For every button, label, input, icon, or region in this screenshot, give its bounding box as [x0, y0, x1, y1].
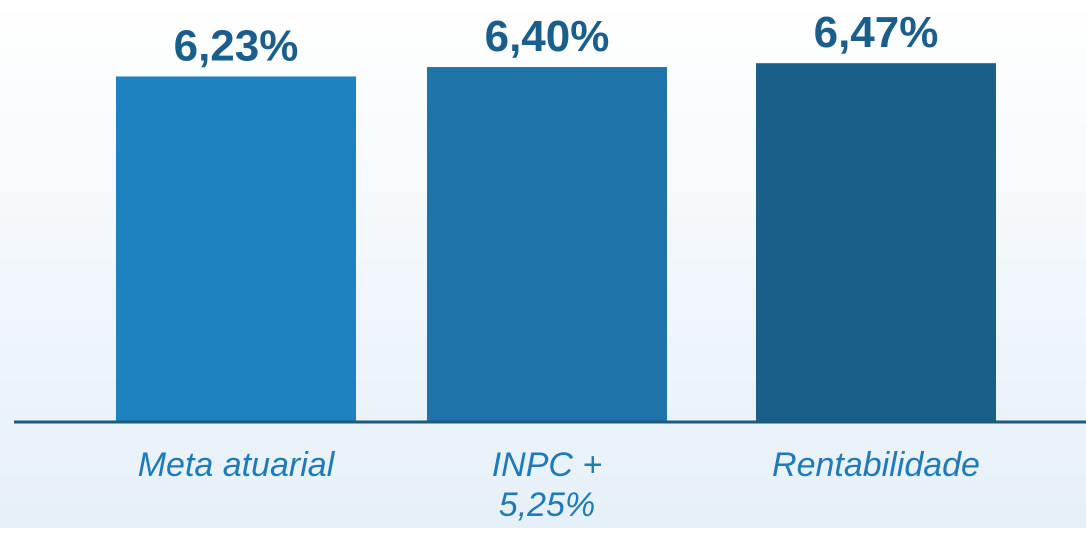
bars-layer: [116, 63, 996, 421]
data-label-2: 6,40%: [485, 12, 610, 61]
category-label-1: Meta atuarial: [138, 446, 336, 484]
category-label-line: Meta atuarial: [138, 446, 336, 484]
category-labels-layer: Meta atuarial INPC +5,25% Rentabilidade: [138, 446, 980, 524]
data-label-3: 6,47%: [814, 8, 939, 57]
category-label-3: Rentabilidade: [772, 446, 980, 484]
category-label-line: INPC +: [492, 446, 603, 484]
data-label-1: 6,23%: [174, 21, 299, 70]
value-labels-layer: 6,23% 6,40% 6,47%: [174, 8, 939, 70]
bar-2: [427, 67, 667, 421]
bar-3: [756, 63, 996, 421]
category-label-2: INPC +5,25%: [492, 446, 603, 524]
category-label-line: Rentabilidade: [772, 446, 980, 484]
category-label-line: 5,25%: [499, 486, 595, 524]
bar-1: [116, 76, 356, 421]
